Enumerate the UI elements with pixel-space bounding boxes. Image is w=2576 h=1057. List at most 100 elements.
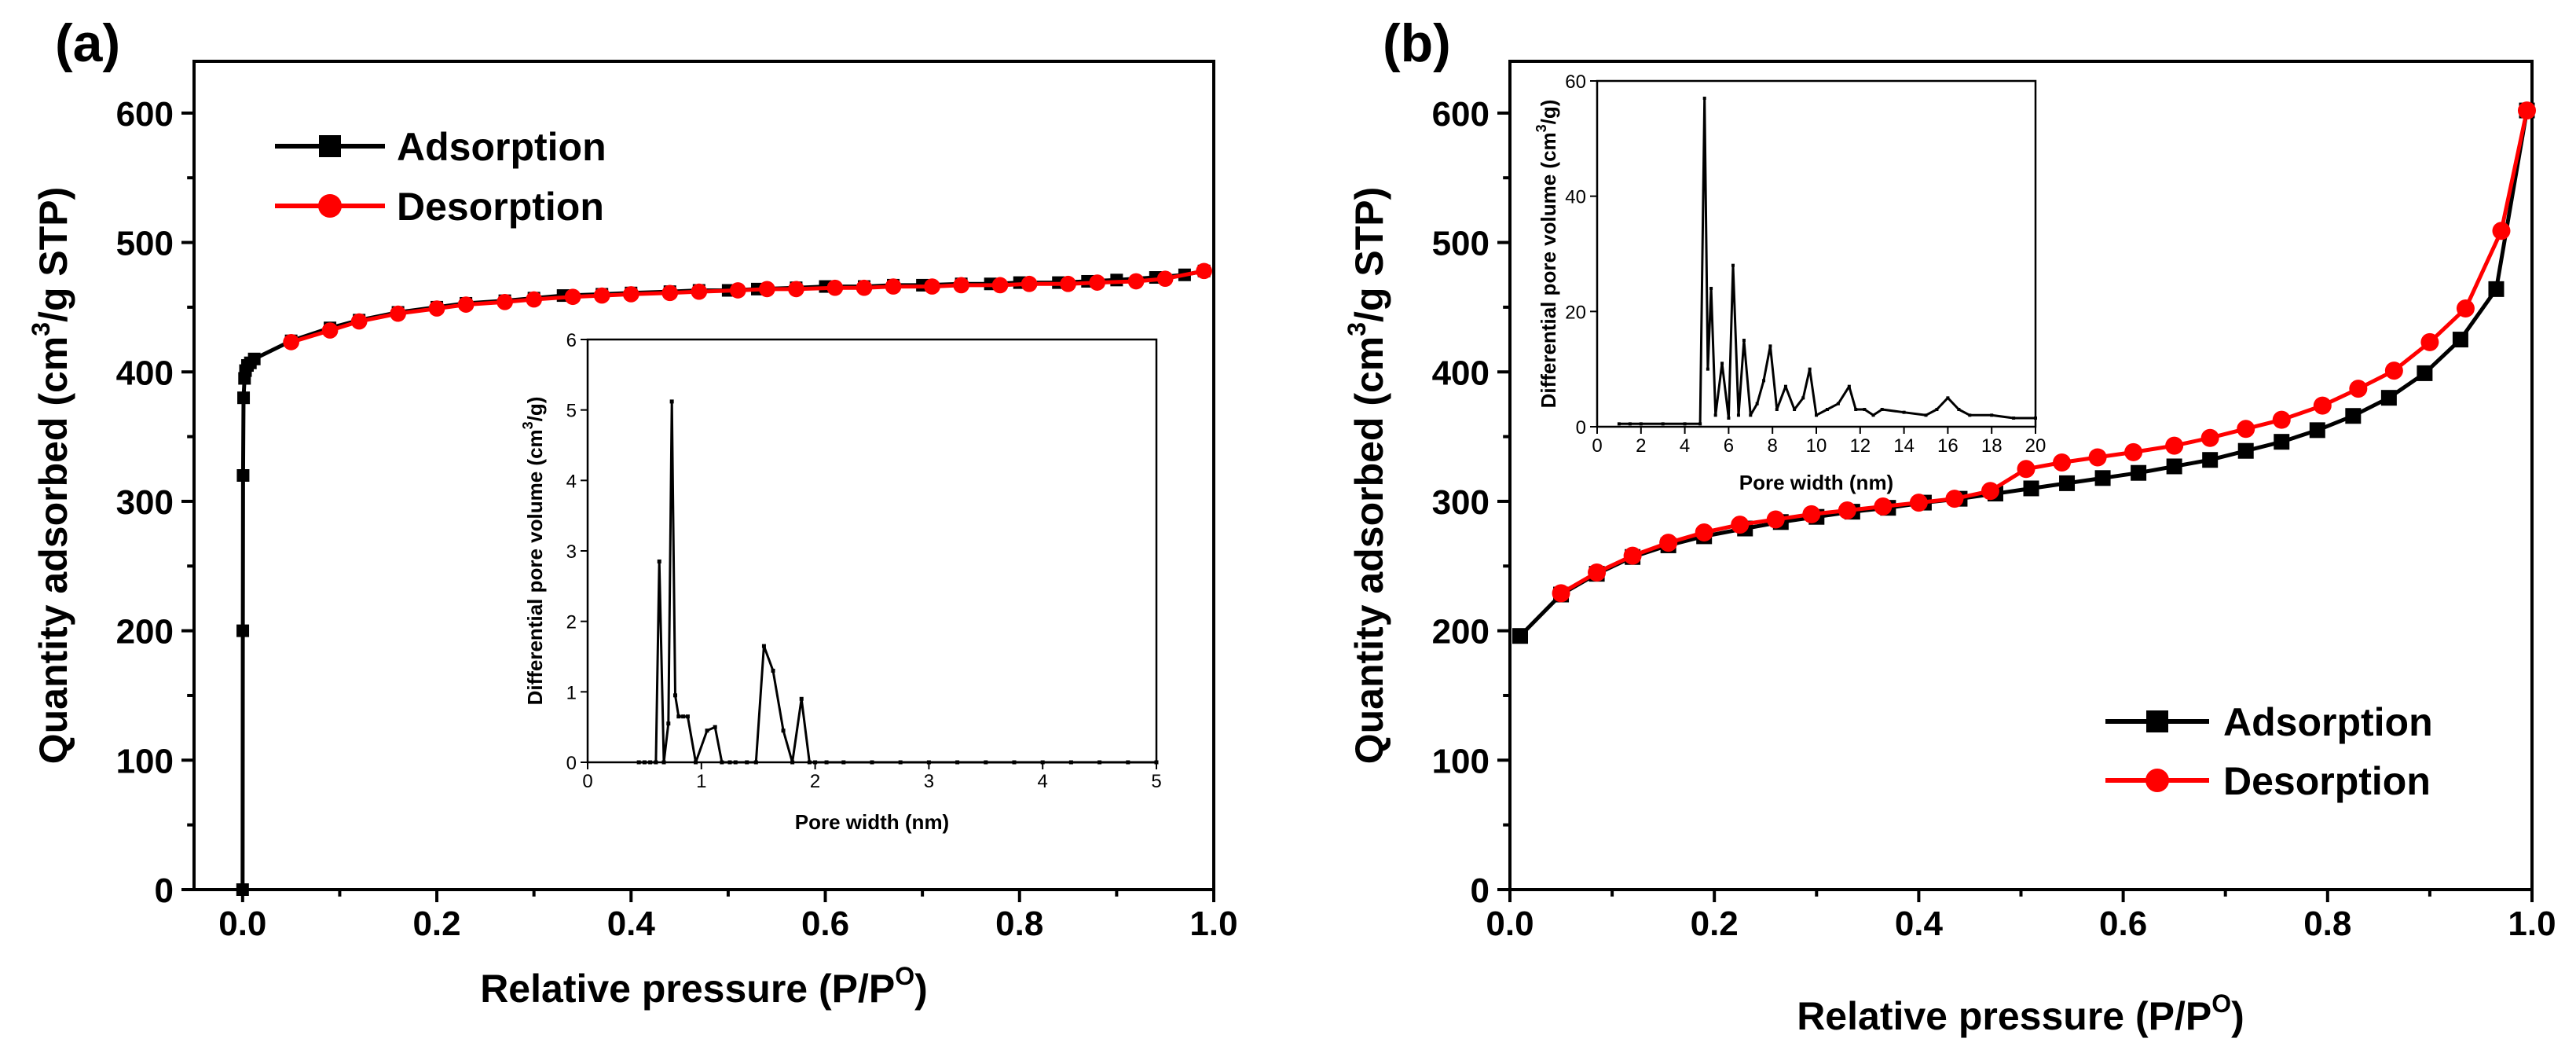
data-point-desorption <box>788 281 804 298</box>
data-point-desorption <box>526 291 543 308</box>
panel-a-inset-ylabel-sup: 3 <box>520 421 536 429</box>
y-tick-label: 0 <box>1471 872 1490 910</box>
data-point-desorption <box>1874 497 1893 516</box>
y-tick-label: 0 <box>566 753 577 774</box>
legend-marker-square <box>2146 710 2168 732</box>
y-tick-label: 20 <box>1565 302 1586 323</box>
data-point <box>984 760 988 765</box>
panel-b-legend: Adsorption Desorption <box>2105 700 2433 803</box>
data-point <box>1040 760 1045 765</box>
data-point-adsorption <box>2452 332 2468 348</box>
panel-a-xlabel-main: Relative pressure (P/P <box>480 967 895 1011</box>
legend-label-desorption: Desorption <box>2223 759 2431 803</box>
panel-a-inset-xlabel: Pore width (nm) <box>795 810 949 834</box>
data-point <box>1683 422 1687 426</box>
data-point <box>1775 408 1779 411</box>
panel-a-inset-series <box>636 399 1159 765</box>
y-tick-label: 600 <box>116 95 174 134</box>
data-point-desorption <box>321 322 339 339</box>
panel-a-ylabel-pre: Quantity adsorbed (cm <box>31 336 75 765</box>
data-point-desorption <box>497 293 513 310</box>
data-point <box>705 729 709 733</box>
data-point <box>761 644 766 648</box>
y-tick-label: 4 <box>566 471 577 492</box>
data-point-desorption <box>1695 523 1713 541</box>
data-point <box>1742 339 1746 342</box>
y-tick-label: 6 <box>566 330 577 351</box>
x-tick-label: 12 <box>1849 435 1871 457</box>
panel-b-series <box>1512 101 2536 644</box>
panel-b-inset-xlabel: Pore width (nm) <box>1739 471 1893 494</box>
data-point-desorption <box>885 278 902 295</box>
panel-b-inset-ylabel-pre: Differential pore volume (cm <box>1537 132 1560 408</box>
x-tick-label: 0.0 <box>218 905 266 943</box>
y-tick-label: 0 <box>1576 417 1586 439</box>
data-point-desorption <box>2313 396 2332 415</box>
data-point-desorption <box>1623 546 1642 565</box>
data-point <box>648 760 653 765</box>
data-point-desorption <box>2492 222 2511 240</box>
panel-b-inset: 0 2 4 6 8 10 12 14 16 18 20 0 20 40 60 Pore width (nm)… <box>1534 72 2046 494</box>
data-point-desorption <box>1196 262 1212 280</box>
data-point <box>813 760 818 765</box>
panel-a-inset-ticks: 0 1 2 3 4 5 0 1 2 3 4 5 6 <box>566 330 1162 792</box>
data-point-desorption <box>457 296 475 313</box>
data-point <box>1713 413 1717 417</box>
panel-a-inset-ylabel: Differential pore volume (cm3/g) <box>520 397 547 706</box>
data-point <box>1749 413 1753 417</box>
x-tick-label: 0.4 <box>1895 905 1944 943</box>
data-point-desorption <box>2165 436 2184 455</box>
data-point-adsorption <box>2166 458 2182 475</box>
data-point-desorption <box>350 313 368 330</box>
data-point-adsorption <box>2202 452 2219 468</box>
data-point <box>1720 362 1724 365</box>
data-point <box>1628 422 1632 426</box>
panel-a-inset: 0 1 2 3 4 5 0 1 2 3 4 5 6 Pore width (nm) Differenti… <box>520 330 1162 834</box>
data-point <box>1768 344 1772 348</box>
x-tick-label: 2 <box>1636 435 1646 457</box>
data-point <box>1706 367 1709 371</box>
data-point-desorption <box>1060 275 1076 292</box>
data-point <box>1801 396 1805 400</box>
panel-a-legend: Adsorption Desorption <box>275 125 606 229</box>
data-point-desorption <box>691 283 708 300</box>
y-tick-label: 600 <box>1432 95 1490 134</box>
data-point <box>694 760 698 765</box>
data-point-desorption <box>564 288 581 306</box>
data-point <box>661 760 666 765</box>
data-point <box>1935 408 1939 411</box>
data-point-desorption <box>1981 482 1999 501</box>
data-point <box>1639 422 1643 426</box>
data-point <box>753 760 758 765</box>
data-point-desorption <box>283 334 299 350</box>
x-tick-label: 2 <box>810 771 820 792</box>
data-point <box>1880 408 1884 411</box>
data-point <box>654 760 658 765</box>
data-point <box>1946 396 1950 400</box>
data-point-adsorption <box>2345 408 2362 424</box>
panel-b-xlabel-main: Relative pressure (P/P <box>1797 994 2211 1038</box>
panel-b-ylabel-post: /g STP) <box>1347 187 1391 322</box>
data-point <box>676 714 681 719</box>
data-point-desorption <box>1021 275 1038 292</box>
data-point <box>1836 402 1840 406</box>
x-tick-label: 1.0 <box>2508 905 2556 943</box>
data-point-adsorption <box>236 883 249 896</box>
x-tick-label: 0.8 <box>995 905 1043 943</box>
panel-b-xlabel-end: ) <box>2231 994 2244 1038</box>
data-point-desorption <box>1127 273 1145 290</box>
x-tick-label: 0.4 <box>607 905 656 943</box>
data-point <box>1154 760 1159 765</box>
data-point <box>1755 402 1759 406</box>
panel-a-inset-ylabel-pre: Differential pore volume (cm <box>523 429 547 705</box>
data-point-desorption <box>2088 448 2107 467</box>
panel-a-label: (a) <box>55 13 120 73</box>
y-tick-label: 100 <box>116 742 174 780</box>
data-point-adsorption <box>2380 390 2397 406</box>
data-point-desorption <box>2384 362 2403 380</box>
data-point-desorption <box>1766 510 1785 529</box>
panel-b: (b) 0.0 0.2 0.4 0.6 0.8 1.0010020030040050060… <box>1343 13 2556 1038</box>
data-point <box>713 725 717 729</box>
data-point-desorption <box>729 282 746 299</box>
data-point <box>1012 760 1017 765</box>
